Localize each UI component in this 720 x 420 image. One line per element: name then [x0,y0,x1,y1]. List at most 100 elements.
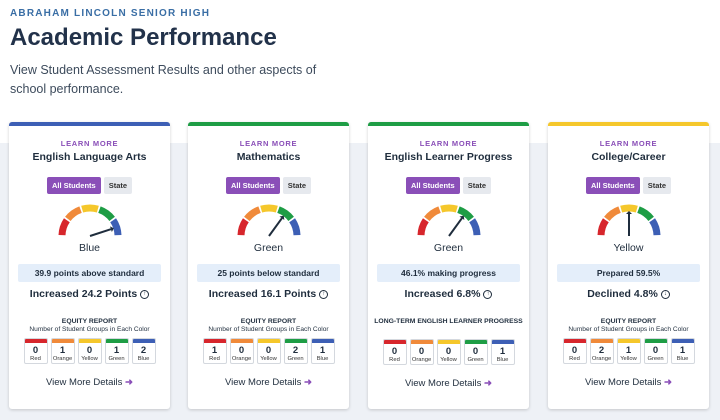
group-count-box: 1 Blue [670,338,695,364]
gauge-segment-3 [456,206,474,222]
group-count: 1 [113,345,120,356]
gauge-needle [447,217,463,237]
state-toggle[interactable]: State [103,177,133,194]
equity-report-boxes: 0 Red 2 Orange 1 Yellow 0 Green 1 Blue [548,338,709,364]
page-header: ABRAHAM LINCOLN SENIOR HIGH Academic Per… [10,8,710,99]
learn-more-link[interactable]: LEARN MORE [419,139,478,148]
indicator-card: LEARN MORE College/Career All Students S… [548,122,709,409]
equity-report-subtitle: Number of Student Groups in Each Color [568,326,689,333]
group-color-label: Green [108,356,125,362]
group-color-label: Green [467,357,484,363]
performance-gauge [58,204,121,237]
group-count-box: 0 Green [463,339,488,365]
view-more-details-link[interactable]: View More Details ➜ [368,378,529,389]
gauge-segment-4 [288,218,300,236]
change-status: Increased 24.2 Points ↑ [9,288,170,300]
change-status: Increased 6.8% ↑ [368,288,529,300]
page-subtitle: View Student Assessment Results and othe… [10,63,317,96]
group-count-box: 0 Green [643,338,668,364]
gauge-segment-2 [80,204,99,213]
gauge-needle-head [459,215,464,220]
group-count-box: 0 Red [382,339,407,365]
equity-report-title: EQUITY REPORT [61,318,118,325]
group-count: 0 [238,345,245,356]
state-toggle[interactable]: State [282,177,312,194]
student-group-toggle: All Students State [9,177,170,194]
gauge-needle-head [109,226,114,233]
state-toggle[interactable]: State [642,177,672,194]
learn-more-link[interactable]: LEARN MORE [60,139,119,148]
change-text: Increased 24.2 Points [29,288,138,300]
equity-report-title: LONG-TERM ENGLISH LEARNER PROGRESS [374,318,523,325]
gauge-segment-1 [64,206,82,222]
all-students-toggle[interactable]: All Students [46,177,101,194]
view-more-details-link[interactable]: View More Details ➜ [188,377,349,388]
group-color-label: Orange [591,356,612,362]
group-count: 1 [679,345,686,356]
group-count-box: 2 Green [283,338,308,364]
performance-gauge [597,204,660,236]
up-arrow-icon: ↑ [483,289,493,299]
change-text: Increased 6.8% [404,288,481,300]
group-color-label: Yellow [260,356,277,362]
group-color-label: Green [287,356,304,362]
gauge-segment-0 [237,218,249,236]
gauge-segment-4 [109,218,121,236]
group-count: 0 [86,345,93,356]
group-count: 0 [418,346,425,357]
learn-more-link[interactable]: LEARN MORE [239,139,298,148]
view-more-label: View More Details [405,378,482,389]
gauge-segment-3 [276,206,294,222]
change-status: Increased 16.1 Points ↑ [188,288,349,300]
group-count: 0 [445,346,452,357]
gauge-segment-0 [597,218,609,236]
all-students-toggle[interactable]: All Students [405,177,460,194]
change-text: Increased 16.1 Points [208,288,317,300]
gauge-needle [267,217,283,237]
gauge-segment-2 [439,204,458,213]
gauge-segment-3 [97,206,115,222]
performance-gauge [417,204,480,237]
learn-more-link[interactable]: LEARN MORE [599,139,658,148]
equity-report-boxes: 1 Red 0 Orange 0 Yellow 2 Green 1 Blue [188,338,349,364]
gauge-segment-1 [603,206,621,222]
gauge-needle-head [625,211,632,214]
arrow-right-icon: ➜ [304,377,312,388]
page-title: Academic Performance [10,24,277,51]
arrow-right-icon: ➜ [664,377,672,388]
group-color-label: Orange [231,356,252,362]
indicator-card: LEARN MORE Mathematics All Students Stat… [188,122,349,409]
group-count: 0 [265,345,272,356]
group-color-label: Red [30,356,41,362]
group-count-box: 1 Orange [50,338,75,364]
performance-color: Yellow [613,242,644,254]
group-count: 0 [571,345,578,356]
group-count: 1 [319,345,326,356]
equity-report-boxes: 0 Red 0 Orange 0 Yellow 0 Green 1 Blue [368,339,529,365]
metric-status: Prepared 59.5% [557,264,700,282]
group-color-label: Green [647,356,664,362]
up-arrow-icon: ↑ [319,289,329,299]
group-count-box: 0 Yellow [77,338,102,364]
view-more-details-link[interactable]: View More Details ➜ [548,377,709,388]
group-count-box: 1 Blue [310,338,335,364]
school-name: ABRAHAM LINCOLN SENIOR HIGH [10,8,211,19]
group-count-box: 1 Yellow [616,338,641,364]
gauge-segment-2 [259,204,278,213]
gauge-segment-0 [417,218,429,236]
student-group-toggle: All Students State [548,177,709,194]
group-count-box: 0 Yellow [436,339,461,365]
group-color-label: Blue [676,356,689,362]
metric-status: 46.1% making progress [377,264,520,282]
group-color-label: Yellow [440,357,457,363]
view-more-details-link[interactable]: View More Details ➜ [9,377,170,388]
down-arrow-icon: ↓ [660,289,670,299]
group-count: 0 [32,345,39,356]
indicator-card: LEARN MORE English Learner Progress All … [368,122,529,409]
all-students-toggle[interactable]: All Students [225,177,280,194]
up-arrow-icon: ↑ [140,289,150,299]
state-toggle[interactable]: State [462,177,492,194]
group-count: 2 [140,345,147,356]
gauge-needle-head [279,215,284,220]
all-students-toggle[interactable]: All Students [585,177,640,194]
